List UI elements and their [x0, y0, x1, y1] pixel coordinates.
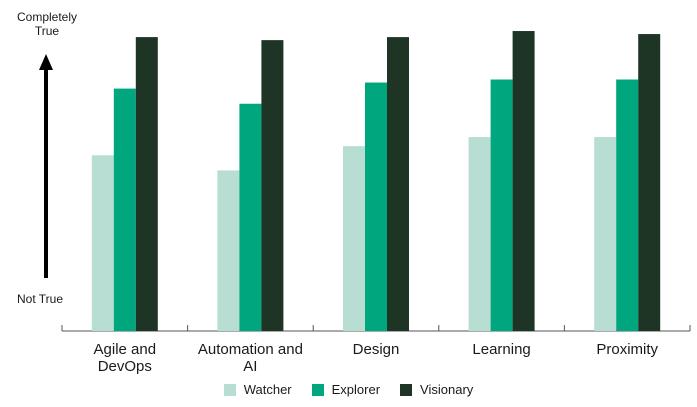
bar-explorer-3	[490, 79, 513, 331]
bar-watcher-4	[594, 137, 617, 331]
legend-label: Watcher	[243, 382, 292, 397]
x-tick-label: Design	[353, 341, 400, 358]
legend-label: Visionary	[420, 382, 474, 397]
legend-swatch	[223, 383, 236, 396]
legend-item-explorer: Explorer	[311, 382, 381, 397]
legend-item-visionary: Visionary	[400, 382, 473, 397]
y-axis-top-label: Completely True	[16, 10, 78, 38]
bar-explorer-4	[616, 79, 639, 331]
y-axis-bottom-label: Not True	[16, 292, 64, 306]
bar-visionary-1	[261, 40, 284, 332]
legend-item-watcher: Watcher	[223, 382, 292, 397]
bar-visionary-0	[135, 37, 158, 332]
x-tick-label: Proximity	[596, 341, 658, 358]
legend-label: Explorer	[331, 382, 381, 397]
x-tick-label: Automation and AI	[198, 341, 303, 375]
bar-visionary-3	[512, 31, 535, 332]
bar-watcher-0	[91, 155, 114, 331]
bar-visionary-4	[638, 34, 661, 332]
x-tick-label: Learning	[472, 341, 530, 358]
bar-watcher-1	[217, 170, 240, 331]
legend-swatch	[400, 383, 413, 396]
bar-visionary-2	[387, 37, 409, 332]
bar-explorer-1	[239, 103, 262, 331]
bar-explorer-2	[365, 82, 387, 331]
bar-watcher-3	[468, 137, 491, 331]
x-tick-label: Agile and DevOps	[94, 341, 157, 375]
y-axis-arrowhead	[39, 54, 53, 70]
bar-explorer-0	[113, 88, 136, 331]
legend: Watcher Explorer Visionary	[0, 382, 697, 397]
bar-watcher-2	[343, 146, 365, 331]
legend-swatch	[311, 383, 324, 396]
